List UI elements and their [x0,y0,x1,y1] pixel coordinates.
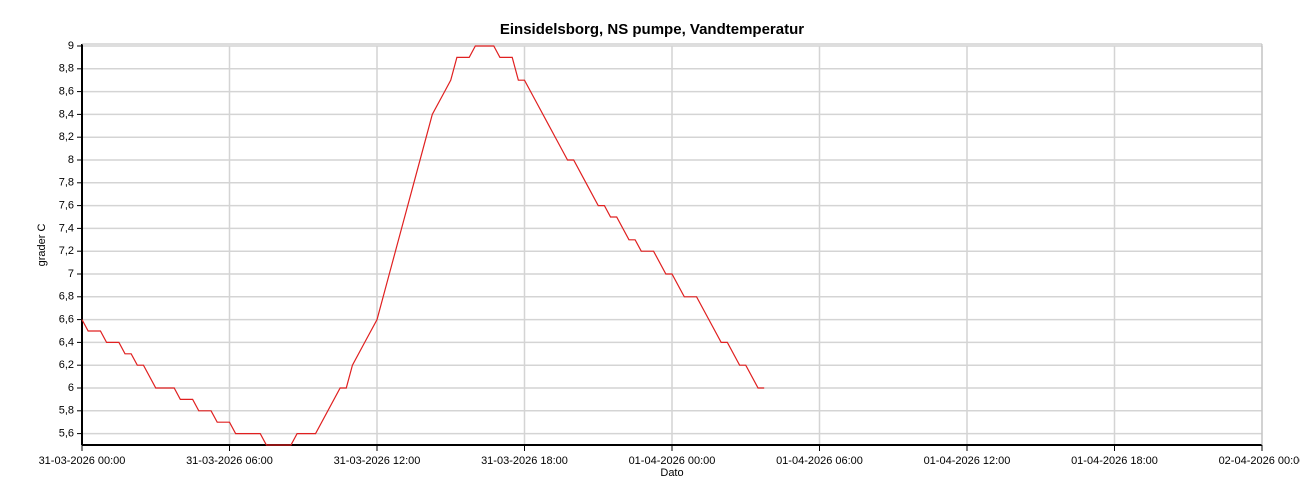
x-tick-label: 02-04-2026 00:00 [1219,455,1300,467]
x-tick-label: 01-04-2026 18:00 [1071,455,1158,467]
x-tick-label: 31-03-2026 06:00 [186,455,273,467]
x-tick-label: 01-04-2026 06:00 [776,455,863,467]
y-tick-label: 7,6 [59,200,74,212]
y-tick-label: 8 [68,154,74,166]
x-tick-label: 31-03-2026 00:00 [39,455,126,467]
y-tick-label: 7,8 [59,177,74,189]
y-axis-title: grader C [36,224,48,267]
y-tick-label: 8,4 [59,108,74,120]
chart-title: Einsidelsborg, NS pumpe, Vandtemperatur [500,21,804,38]
x-axis-title: Dato [660,467,683,479]
x-tick-label: 01-04-2026 00:00 [629,455,716,467]
y-tick-label: 7,2 [59,245,74,257]
y-tick-label: 7,4 [59,222,74,234]
y-tick-label: 6,6 [59,314,74,326]
x-tick-label: 01-04-2026 12:00 [924,455,1011,467]
y-tick-label: 8,6 [59,86,74,98]
x-tick-label: 31-03-2026 12:00 [334,455,421,467]
y-tick-label: 9 [68,40,74,52]
y-tick-label: 8,2 [59,131,74,143]
y-tick-label: 6 [68,382,74,394]
y-tick-label: 5,8 [59,405,74,417]
y-tick-label: 7 [68,268,74,280]
y-tick-label: 6,4 [59,336,74,348]
y-tick-label: 5,6 [59,428,74,440]
y-tick-label: 8,8 [59,63,74,75]
y-tick-label: 6,8 [59,291,74,303]
y-tick-label: 6,2 [59,359,74,371]
data-line [81,45,765,446]
x-tick-label: 31-03-2026 18:00 [481,455,568,467]
